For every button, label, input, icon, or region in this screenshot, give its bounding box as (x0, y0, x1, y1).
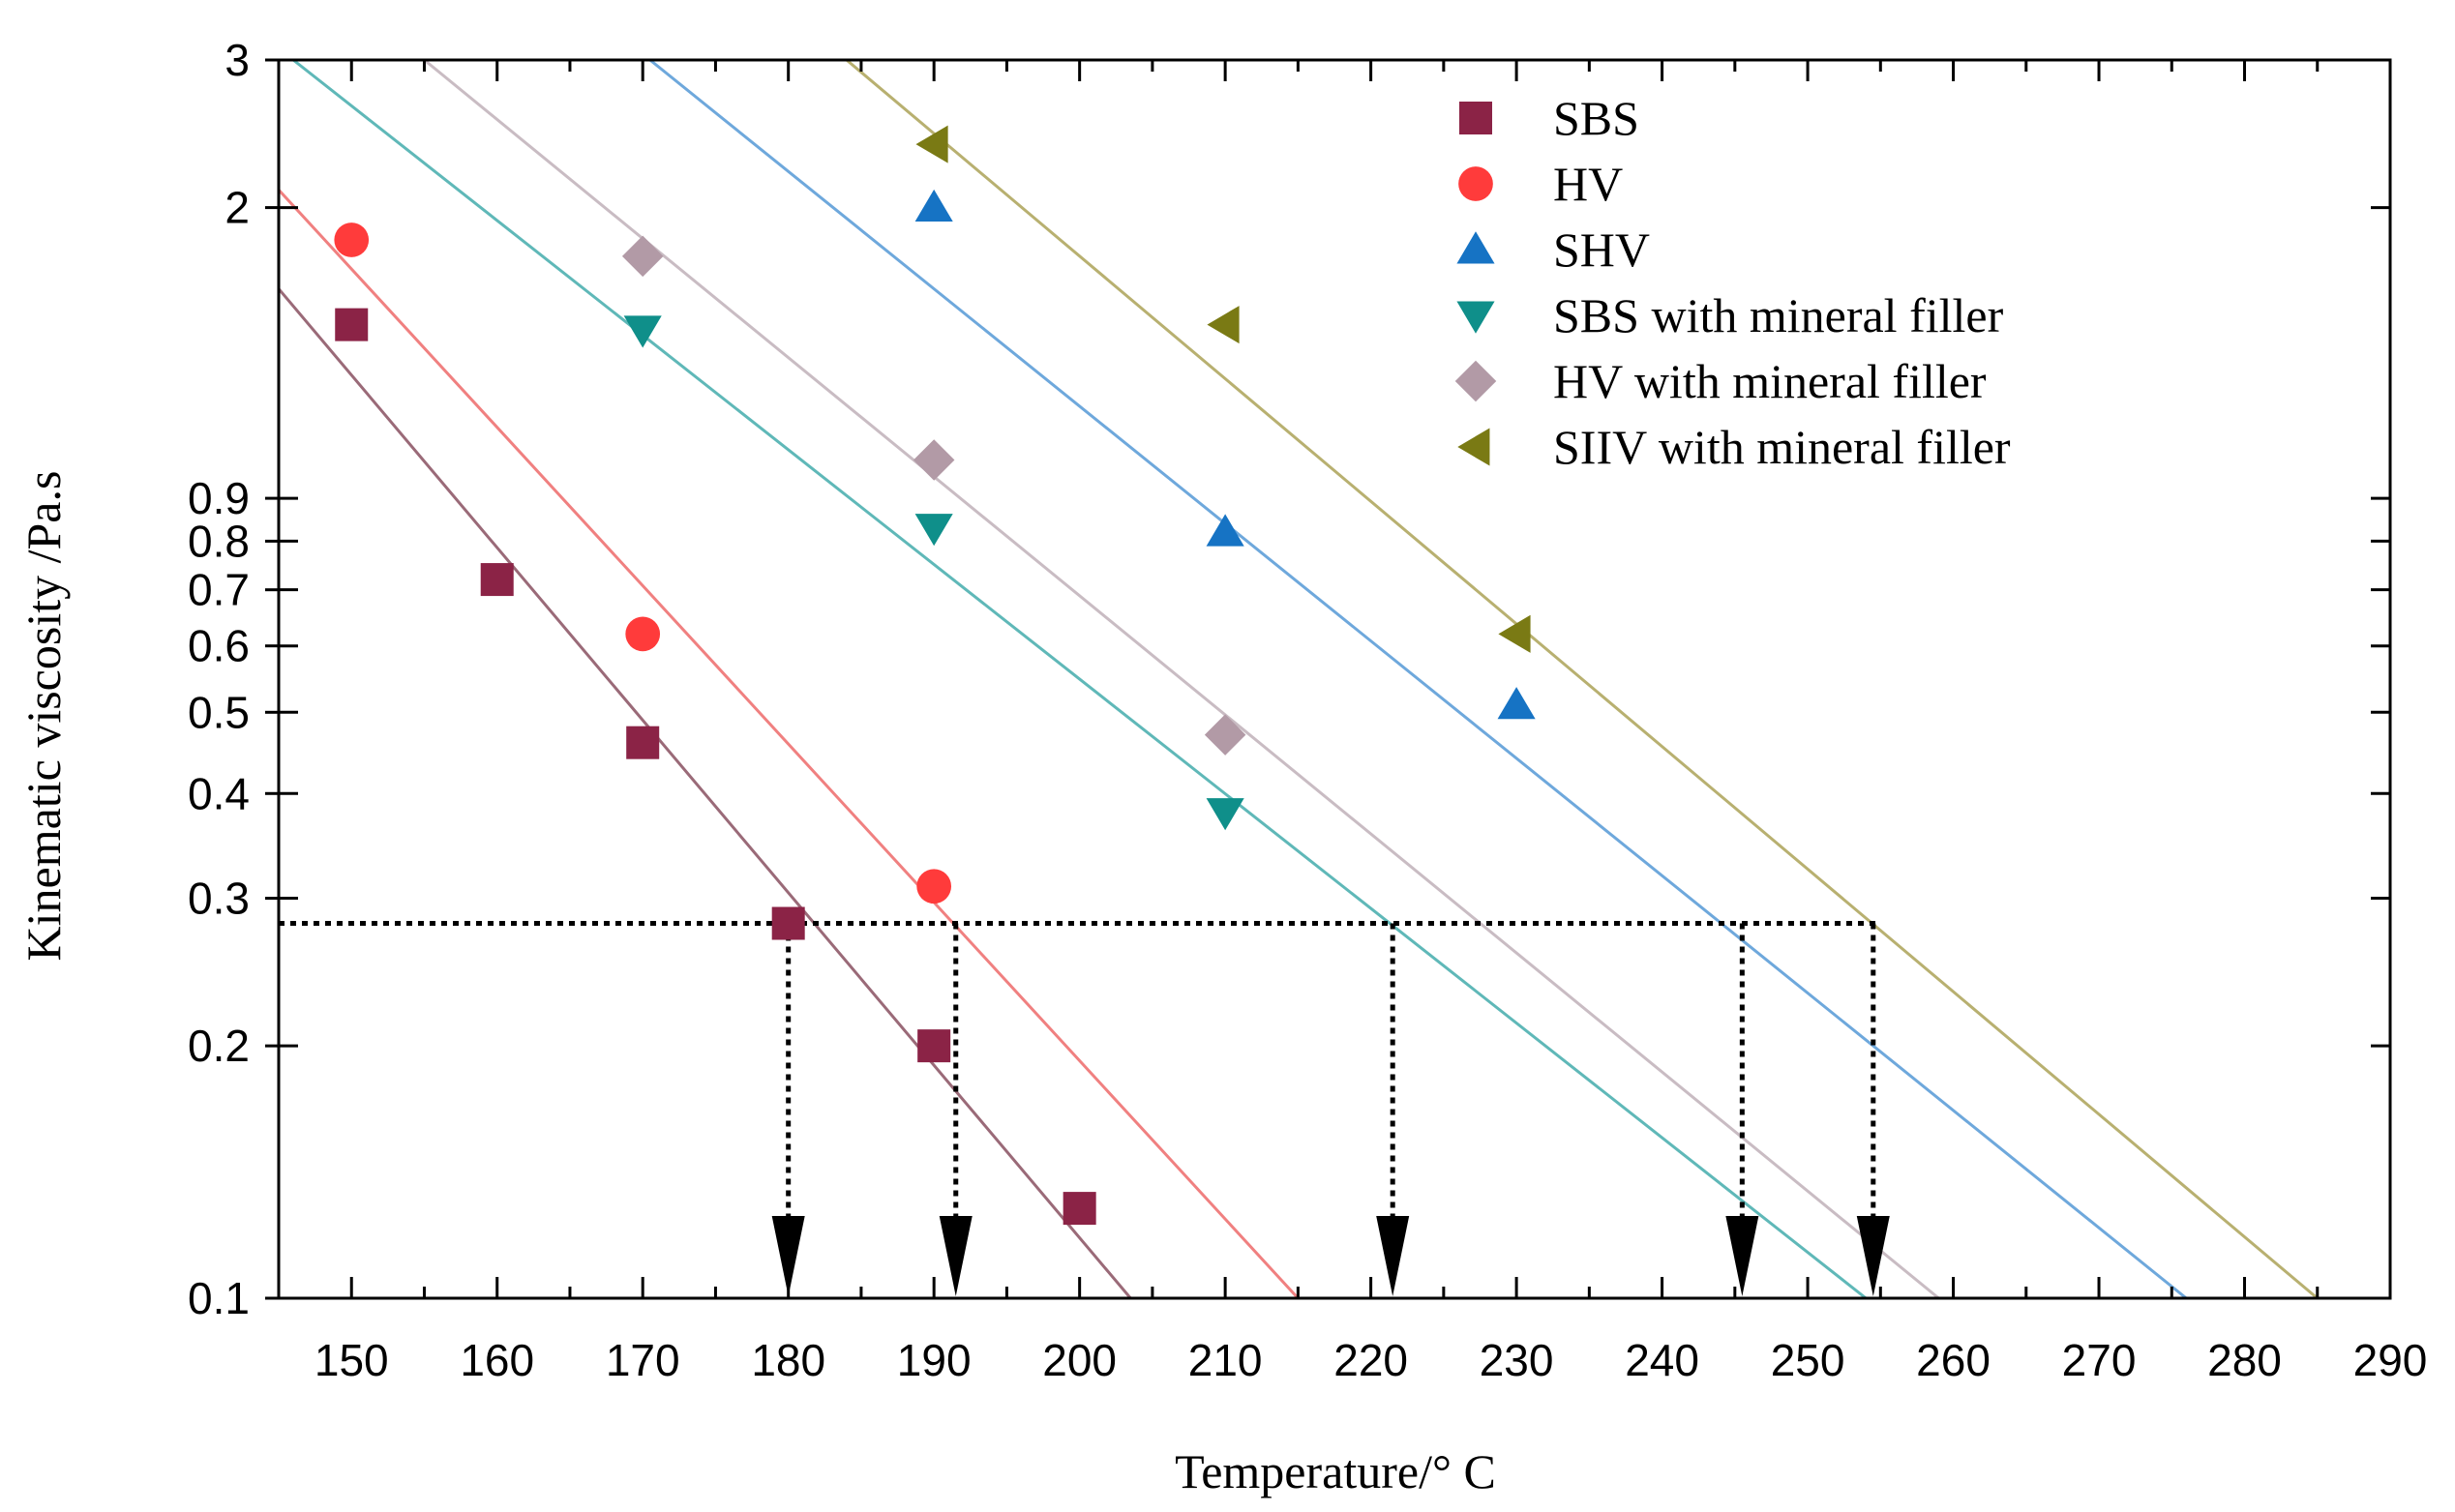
x-tick-label-200: 200 (1042, 1335, 1117, 1385)
y-tick-label-0.7: 0.7 (188, 565, 250, 615)
data-points (334, 125, 1536, 1226)
fit-line-1 (279, 287, 1132, 1298)
series-4-point-2 (914, 514, 953, 547)
legend-label-1: SBS (1553, 91, 1639, 145)
x-tick-label-230: 230 (1480, 1335, 1554, 1385)
x-tick-label-290: 290 (2353, 1335, 2428, 1385)
fit-line-6 (845, 60, 2319, 1298)
series-3-point-1 (914, 189, 953, 222)
series-4-point-1 (623, 315, 662, 348)
y-tick-label-0.6: 0.6 (188, 621, 250, 671)
x-tick-label-160: 160 (460, 1335, 534, 1385)
legend: SBS HV SHV SBS with mineral filler HV with m… (1454, 91, 2011, 474)
y-tick-label-0.9: 0.9 (188, 473, 250, 523)
legend-label-5: HV with mineral filler (1553, 354, 1987, 408)
reference-arrow-head-5 (1856, 1216, 1890, 1296)
legend-label-6: SIIV with mineral filler (1553, 420, 2011, 474)
legend-marker-1 (1459, 102, 1492, 134)
x-tick-label-250: 250 (1771, 1335, 1845, 1385)
legend-label-3: SHV (1553, 222, 1650, 277)
legend-marker-3 (1456, 231, 1495, 264)
series-5-point-3 (1204, 714, 1246, 756)
x-tick-label-210: 210 (1188, 1335, 1263, 1385)
x-axis-title: Temperature/° C (1175, 1444, 1496, 1498)
y-tick-label-3: 3 (225, 35, 250, 85)
x-tick-label-240: 240 (1625, 1335, 1699, 1385)
x-tick-label-270: 270 (2062, 1335, 2137, 1385)
series-2-point-1 (334, 222, 370, 257)
fit-lines (279, 60, 2319, 1298)
x-tick-label-170: 170 (606, 1335, 680, 1385)
reference-arrow-head-4 (1725, 1216, 1759, 1296)
legend-marker-5 (1454, 360, 1497, 402)
series-2-point-2 (625, 616, 661, 652)
x-tick-label-150: 150 (314, 1335, 389, 1385)
series-1-point-3 (626, 726, 660, 759)
plot-frame (277, 58, 2392, 1300)
x-tick-label-280: 280 (2207, 1335, 2282, 1385)
series-1-point-4 (771, 906, 805, 940)
series-5-point-2 (913, 439, 955, 481)
series-1-point-5 (917, 1029, 951, 1063)
legend-marker-4 (1456, 301, 1495, 334)
legend-marker-6 (1457, 428, 1490, 466)
y-tick-label-0.1: 0.1 (188, 1273, 250, 1323)
fit-line-5 (423, 60, 1940, 1298)
x-tick-label-220: 220 (1333, 1335, 1408, 1385)
axes: 150 160 170 180 190 200 210 220 230 240 250 260 270 2… (188, 35, 2427, 1385)
reference-arrow-head-3 (1376, 1216, 1410, 1296)
fit-line-4 (292, 60, 1868, 1298)
series-6-point-3 (1498, 614, 1531, 653)
fit-line-3 (648, 60, 2188, 1298)
y-tick-label-0.5: 0.5 (188, 687, 250, 737)
series-6-point-1 (915, 125, 948, 163)
y-tick-label-2: 2 (225, 183, 250, 233)
series-4-point-3 (1206, 798, 1244, 831)
series-3-point-3 (1497, 687, 1536, 720)
series-6-point-2 (1207, 306, 1240, 344)
x-tick-label-260: 260 (1916, 1335, 1991, 1385)
series-2-point-3 (916, 869, 952, 904)
y-tick-label-0.8: 0.8 (188, 516, 250, 566)
legend-label-4: SBS with mineral filler (1553, 288, 2004, 342)
x-tick-label-190: 190 (897, 1335, 972, 1385)
reference-lines (279, 921, 1890, 1296)
legend-label-2: HV (1553, 157, 1623, 211)
y-tick-label-0.2: 0.2 (188, 1021, 250, 1071)
y-tick-label-0.3: 0.3 (188, 874, 250, 924)
series-1-point-2 (480, 563, 514, 597)
legend-marker-2 (1458, 166, 1493, 201)
y-axis-title: Kinematic viscosity /Pa.s (16, 471, 71, 962)
x-tick-label-180: 180 (751, 1335, 825, 1385)
reference-arrow-head-1 (771, 1216, 805, 1296)
fit-line-2 (279, 189, 1300, 1298)
series-1-point-6 (1063, 1192, 1096, 1226)
series-3-point-2 (1206, 514, 1244, 547)
reference-arrow-head-2 (939, 1216, 973, 1296)
series-1-point-1 (335, 308, 369, 341)
y-tick-label-0.4: 0.4 (188, 768, 250, 818)
series-5-point-1 (621, 235, 664, 278)
